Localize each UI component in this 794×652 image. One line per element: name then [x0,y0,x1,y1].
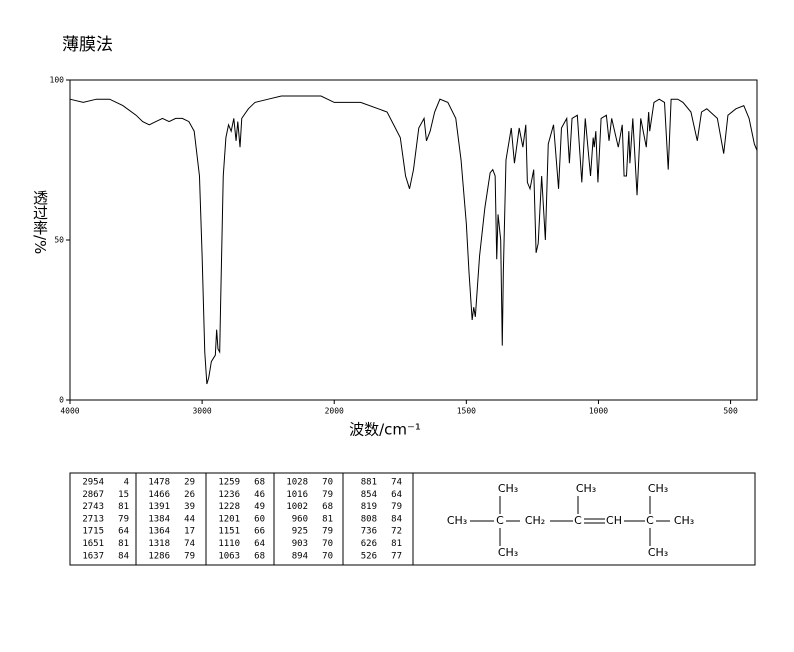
peak-wavenumber: 1110 [218,539,240,549]
structure-group: CH₃ [674,514,694,527]
x-tick-label: 500 [723,407,738,416]
peak-wavenumber: 1318 [148,539,170,549]
x-tick-label: 2000 [325,407,344,416]
structure-group: C [496,514,504,527]
peak-transmittance: 29 [184,478,195,488]
peak-transmittance: 46 [254,490,265,500]
peak-transmittance: 64 [118,527,129,537]
peak-transmittance: 39 [184,502,195,512]
plot-frame [69,79,758,401]
y-tick-label: 50 [54,236,64,245]
peak-transmittance: 68 [322,502,333,512]
peak-transmittance: 81 [118,502,129,512]
peak-transmittance: 81 [118,539,129,549]
peak-transmittance: 70 [322,539,333,549]
peak-transmittance: 84 [391,514,402,524]
peak-wavenumber: 2743 [82,502,104,512]
peak-wavenumber: 1016 [286,490,308,500]
structure-group: C [574,514,582,527]
chart-title: 薄膜法 [62,35,113,55]
peak-wavenumber: 1478 [148,478,170,488]
peak-wavenumber: 1259 [218,478,240,488]
structure-group: CH₃ [498,482,518,495]
y-tick-label: 100 [50,76,65,85]
peak-wavenumber: 1063 [218,551,240,561]
structure-group: CH₃ [498,546,518,559]
peak-wavenumber: 736 [361,527,377,537]
peak-wavenumber: 808 [361,514,377,524]
peak-wavenumber: 1286 [148,551,170,561]
peak-wavenumber: 1651 [82,539,104,549]
y-tick-label: 0 [59,396,64,405]
peak-wavenumber: 1236 [218,490,240,500]
x-tick-label: 3000 [192,407,211,416]
peak-wavenumber: 526 [361,551,377,561]
peak-transmittance: 72 [391,527,402,537]
structure-group: CH₃ [648,482,668,495]
peak-transmittance: 44 [184,514,195,524]
peak-transmittance: 66 [254,527,265,537]
peak-transmittance: 17 [184,527,195,537]
structure-group: C [646,514,654,527]
peak-wavenumber: 894 [292,551,308,561]
peak-wavenumber: 1384 [148,514,170,524]
peak-transmittance: 49 [254,502,265,512]
peak-wavenumber: 1002 [286,502,308,512]
x-axis-label: 波数/cm⁻¹ [349,421,421,439]
peak-transmittance: 64 [391,490,402,500]
structure-group: CH₂ [525,514,545,527]
peak-wavenumber: 1151 [218,527,240,537]
peak-wavenumber: 960 [292,514,308,524]
y-axis-label: 透过率/% [31,190,49,254]
peak-wavenumber: 1364 [148,527,170,537]
structure-group: CH [606,514,622,527]
peak-transmittance: 4 [124,478,129,488]
peak-wavenumber: 1228 [218,502,240,512]
table-dividers [135,473,414,565]
structure-bonds [470,496,670,546]
peak-transmittance: 74 [391,478,402,488]
peak-wavenumber: 819 [361,502,377,512]
peak-transmittance: 79 [184,551,195,561]
peak-wavenumber: 881 [361,478,377,488]
peak-transmittance: 84 [118,551,129,561]
peak-wavenumber: 1201 [218,514,240,524]
x-tick-label: 4000 [60,407,79,416]
peak-transmittance: 68 [254,478,265,488]
peak-transmittance: 79 [322,527,333,537]
peak-transmittance: 74 [184,539,195,549]
peak-transmittance: 68 [254,551,265,561]
peak-transmittance: 79 [118,514,129,524]
peak-transmittance: 64 [254,539,265,549]
peak-wavenumber: 903 [292,539,308,549]
structure-group: CH₃ [576,482,596,495]
peak-wavenumber: 2867 [82,490,104,500]
spectrum-line [69,95,758,385]
peak-wavenumber: 1028 [286,478,308,488]
structure-group: CH₃ [648,546,668,559]
peak-transmittance: 81 [391,539,402,549]
peak-transmittance: 60 [254,514,265,524]
peak-transmittance: 70 [322,551,333,561]
peak-wavenumber: 1391 [148,502,170,512]
peak-transmittance: 77 [391,551,402,561]
peak-wavenumber: 925 [292,527,308,537]
peak-transmittance: 79 [322,490,333,500]
peak-wavenumber: 1637 [82,551,104,561]
peak-wavenumber: 2713 [82,514,104,524]
peak-transmittance: 81 [322,514,333,524]
peak-transmittance: 26 [184,490,195,500]
peak-transmittance: 70 [322,478,333,488]
peak-wavenumber: 1715 [82,527,104,537]
peak-transmittance: 15 [118,490,129,500]
peak-wavenumber: 626 [361,539,377,549]
peak-wavenumber: 854 [361,490,377,500]
peak-wavenumber: 2954 [82,478,104,488]
peak-wavenumber: 1466 [148,490,170,500]
structure-group: CH₃ [447,514,467,527]
x-tick-label: 1500 [457,407,476,416]
x-tick-label: 1000 [589,407,608,416]
peak-transmittance: 79 [391,502,402,512]
